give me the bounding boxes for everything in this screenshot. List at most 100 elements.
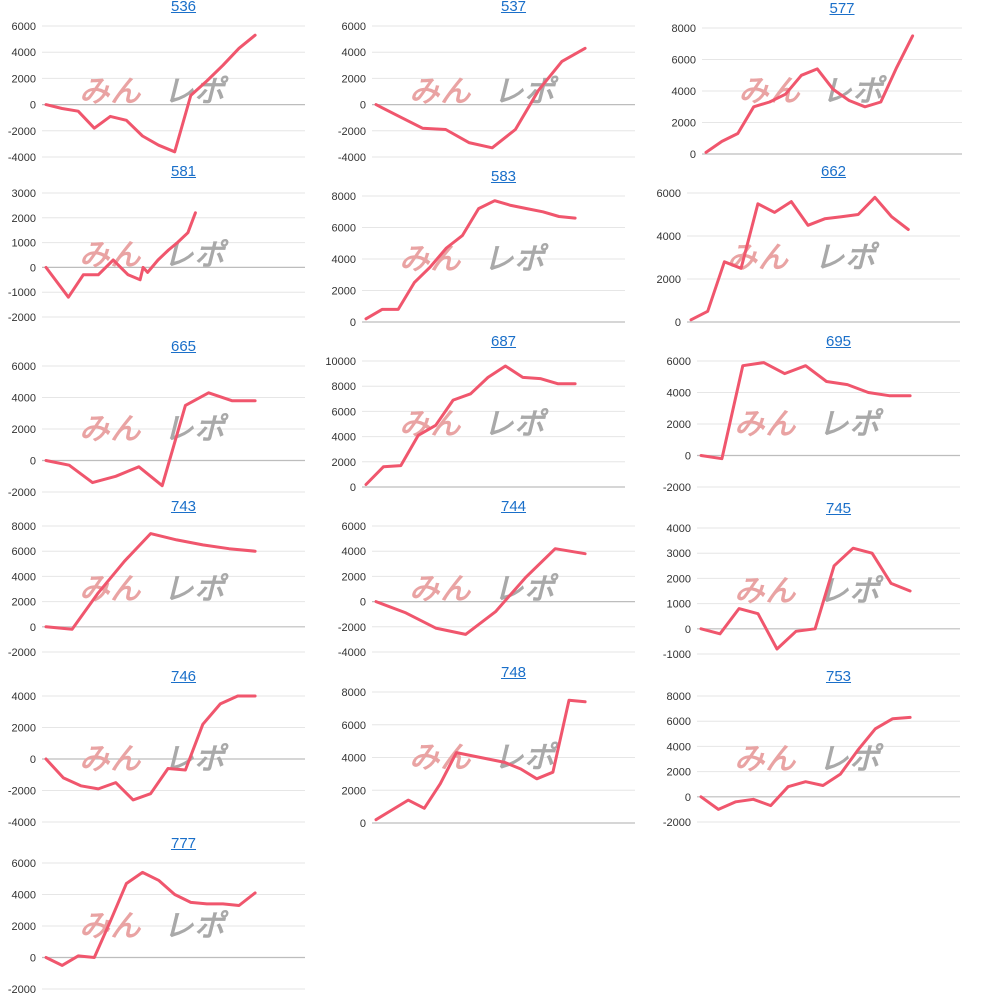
y-tick-label: 4000 — [12, 890, 36, 902]
watermark-left: みん — [409, 76, 471, 109]
y-tick-label: 2000 — [342, 571, 366, 583]
y-tick-label: -4000 — [8, 817, 36, 829]
y-tick-label: 6000 — [667, 716, 691, 728]
chart-title-link[interactable]: 777 — [170, 835, 197, 852]
y-tick-label: 0 — [360, 597, 366, 609]
chart-title-link[interactable]: 687 — [490, 333, 517, 350]
y-tick-label: 6000 — [12, 21, 36, 33]
chart-title-link[interactable]: 744 — [500, 498, 527, 515]
y-tick-label: -2000 — [8, 786, 36, 798]
chart-panel-536: -4000 -2000 0 2000 4000 6000 みん レポ 536 — [0, 0, 325, 165]
watermark-left: みん — [399, 408, 461, 441]
chart-svg: 0 2000 4000 6000 みん レポ — [657, 188, 960, 329]
y-tick-label: -2000 — [338, 622, 366, 634]
chart-title-link[interactable]: 745 — [825, 500, 852, 517]
watermark-left: みん — [734, 743, 796, 776]
y-tick-label: 0 — [685, 624, 691, 636]
y-tick-label: -2000 — [8, 126, 36, 138]
chart-title-link[interactable]: 537 — [500, 0, 527, 15]
y-tick-label: 4000 — [667, 741, 691, 753]
y-tick-label: 2000 — [332, 286, 356, 298]
chart-panel-746: -4000 -2000 0 2000 4000 みん レポ 746 — [0, 668, 325, 830]
chart-panel-581: -2000 -1000 0 1000 2000 3000 みん レポ 581 — [0, 163, 325, 325]
series-line — [689, 195, 910, 322]
watermark-left: みん — [79, 239, 141, 272]
y-tick-label: -4000 — [338, 152, 366, 164]
watermark-right: レポ — [164, 743, 230, 776]
series-line — [44, 391, 257, 488]
series-line — [374, 46, 587, 150]
chart-panel-743: -2000 0 2000 4000 6000 8000 みん レポ 743 — [0, 498, 325, 660]
y-tick-label: 8000 — [12, 521, 36, 533]
chart-title-link[interactable]: 583 — [490, 168, 517, 185]
y-tick-label: -1000 — [663, 649, 691, 661]
watermark-left: みん — [734, 408, 796, 441]
y-tick-label: 1000 — [12, 238, 36, 250]
watermark-left: みん — [79, 76, 141, 109]
chart-panel-777: -2000 0 2000 4000 6000 みん レポ 777 — [0, 835, 325, 997]
chart-title-link[interactable]: 746 — [170, 668, 197, 685]
y-tick-label: 6000 — [332, 223, 356, 235]
chart-title-link[interactable]: 665 — [170, 338, 197, 355]
series-line — [44, 211, 197, 299]
y-tick-label: -1000 — [8, 287, 36, 299]
y-tick-label: 6000 — [332, 406, 356, 418]
y-tick-label: 4000 — [332, 432, 356, 444]
chart-title-link[interactable]: 662 — [820, 163, 847, 180]
chart-panel-687: 0 2000 4000 6000 8000 10000 みん レポ 687 — [320, 333, 645, 495]
y-tick-label: -2000 — [338, 126, 366, 138]
watermark-right: レポ — [164, 910, 230, 943]
series-line — [699, 546, 912, 651]
series-line — [44, 33, 257, 154]
y-tick-label: 6000 — [342, 21, 366, 33]
series-line — [374, 547, 587, 636]
y-tick-label: 0 — [30, 953, 36, 965]
y-tick-label: 1000 — [667, 599, 691, 611]
watermark-right: レポ — [819, 408, 885, 441]
chart-title-link[interactable]: 743 — [170, 498, 197, 515]
y-tick-label: 6000 — [672, 55, 696, 67]
y-tick-label: 4000 — [342, 753, 366, 765]
y-tick-label: 6000 — [12, 361, 36, 373]
y-tick-label: 10000 — [325, 356, 356, 368]
y-tick-label: 0 — [360, 100, 366, 112]
y-tick-label: 2000 — [672, 118, 696, 130]
chart-title-link[interactable]: 753 — [825, 668, 852, 685]
y-tick-label: 4000 — [12, 571, 36, 583]
chart-panel-583: 0 2000 4000 6000 8000 みん レポ 583 — [320, 168, 645, 330]
chart-panel-662: 0 2000 4000 6000 みん レポ 662 — [645, 163, 980, 330]
chart-title-link[interactable]: 536 — [170, 0, 197, 15]
y-tick-label: 6000 — [12, 546, 36, 558]
chart-svg: -2000 0 2000 4000 6000 みん レポ — [8, 361, 305, 499]
series-line — [44, 694, 257, 802]
chart-panel-753: -2000 0 2000 4000 6000 8000 みん レポ 753 — [655, 668, 980, 830]
chart-panel-665: -2000 0 2000 4000 6000 みん レポ 665 — [0, 338, 325, 500]
chart-title-link[interactable]: 581 — [170, 163, 197, 180]
y-tick-label: 2000 — [12, 921, 36, 933]
series-line — [699, 715, 912, 811]
y-tick-label: 2000 — [332, 457, 356, 469]
chart-panel-537: -4000 -2000 0 2000 4000 6000 みん レポ 537 — [330, 0, 655, 165]
y-tick-label: -4000 — [338, 647, 366, 659]
y-tick-label: 0 — [30, 262, 36, 274]
chart-svg: -4000 -2000 0 2000 4000 みん レポ — [8, 691, 305, 829]
y-tick-label: 2000 — [12, 73, 36, 85]
chart-title-link[interactable]: 577 — [829, 0, 855, 17]
chart-title-link[interactable]: 748 — [500, 664, 527, 681]
y-tick-label: 4000 — [342, 546, 366, 558]
y-tick-label: 3000 — [667, 548, 691, 560]
y-tick-label: 0 — [30, 100, 36, 112]
chart-panel-695: -2000 0 2000 4000 6000 みん レポ 695 — [655, 333, 980, 495]
chart-title-link[interactable]: 695 — [825, 333, 852, 350]
y-tick-label: -2000 — [663, 817, 691, 829]
watermark-left: みん — [79, 413, 141, 446]
chart-panel-748: 0 2000 4000 6000 8000 みん レポ 748 — [330, 664, 655, 831]
watermark-left: みん — [734, 575, 796, 608]
y-tick-label: 8000 — [667, 691, 691, 703]
y-tick-label: 0 — [675, 317, 681, 329]
y-tick-label: 4000 — [12, 47, 36, 59]
